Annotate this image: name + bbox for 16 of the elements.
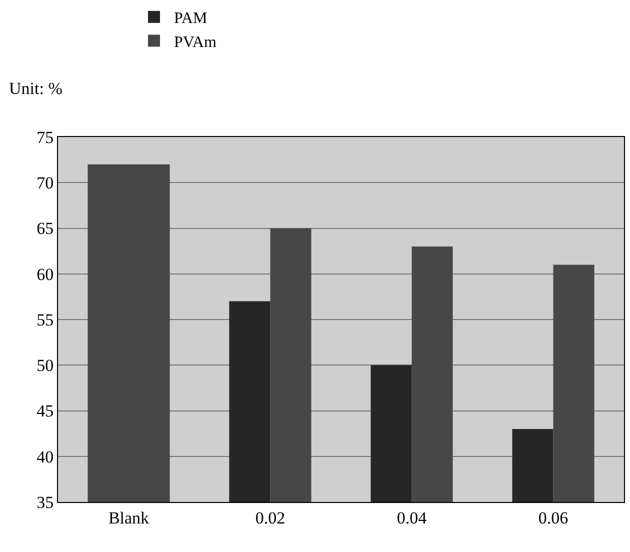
y-tick-label: 45 bbox=[36, 402, 54, 421]
y-tick-label: 70 bbox=[36, 174, 54, 193]
y-tick-label: 55 bbox=[36, 310, 54, 330]
y-axis-title: Unit: % bbox=[9, 79, 62, 98]
x-tick-label: Blank bbox=[108, 508, 150, 528]
x-tick-label: 0.06 bbox=[538, 508, 568, 528]
x-tick-label: 0.04 bbox=[396, 508, 428, 528]
legend-label: PAM bbox=[174, 10, 208, 28]
x-tick-label: 0.02 bbox=[255, 508, 286, 528]
y-tick-label: 40 bbox=[36, 447, 54, 466]
legend-label: PVAm bbox=[174, 34, 217, 51]
y-tick-label: 75 bbox=[36, 128, 54, 147]
y-tick-label: 65 bbox=[36, 219, 54, 238]
y-tick-label: 35 bbox=[36, 492, 54, 512]
y-tick-label: 50 bbox=[36, 356, 54, 376]
y-tick-label: 60 bbox=[36, 264, 54, 284]
